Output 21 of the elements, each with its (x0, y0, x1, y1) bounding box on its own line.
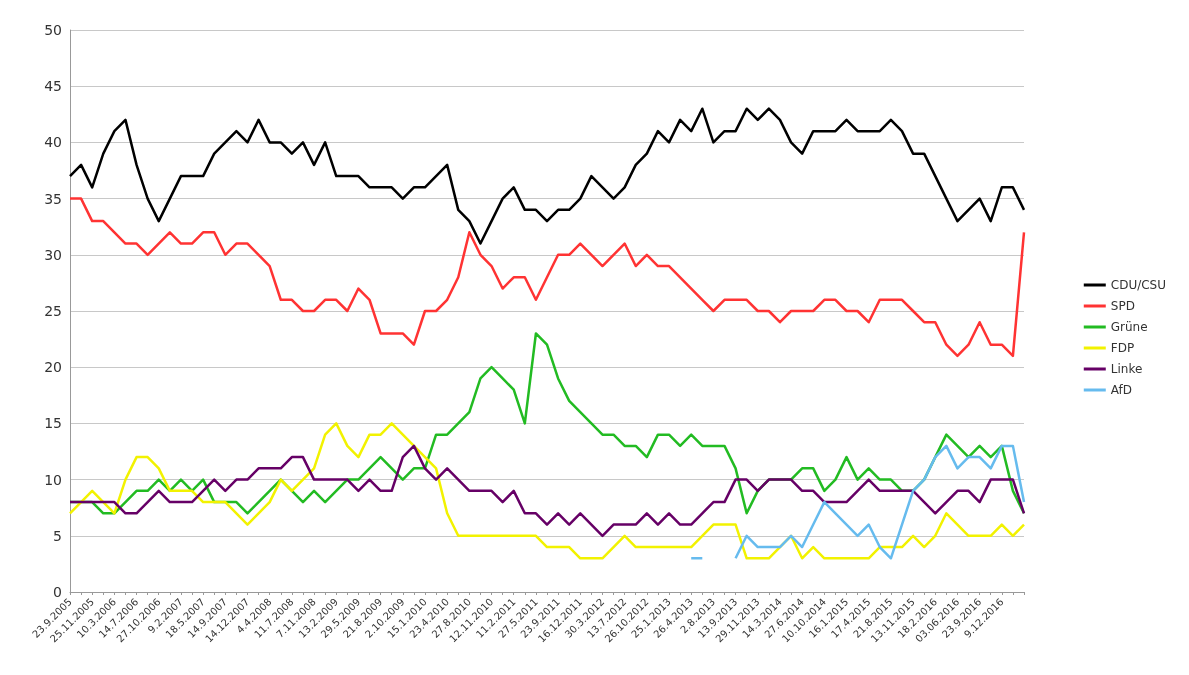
y-tick-label: 20 (44, 359, 62, 376)
y-tick-label: 30 (44, 246, 62, 263)
legend-label: Grüne (1110, 320, 1148, 334)
y-tick-label: 45 (44, 78, 62, 95)
y-tick-label: 5 (53, 527, 62, 544)
y-tick-label: 10 (44, 471, 62, 488)
legend-label: FDP (1110, 341, 1135, 355)
legend-label: CDU/CSU (1110, 278, 1167, 292)
line-series (68, 444, 1026, 538)
legend-label: SPD (1110, 299, 1135, 313)
y-tick-label: 25 (44, 303, 62, 319)
line-series (68, 422, 1026, 560)
y-tick-label: 15 (44, 415, 62, 432)
legend-label: AfD (1110, 383, 1133, 397)
y-tick-label: 50 (44, 22, 62, 38)
line-series (68, 107, 1026, 245)
y-tick-label: 40 (44, 134, 62, 151)
legend-label: Linke (1110, 362, 1143, 376)
line-series (68, 197, 1026, 358)
y-tick-label: 0 (53, 584, 62, 600)
y-tick-label: 35 (44, 190, 62, 207)
